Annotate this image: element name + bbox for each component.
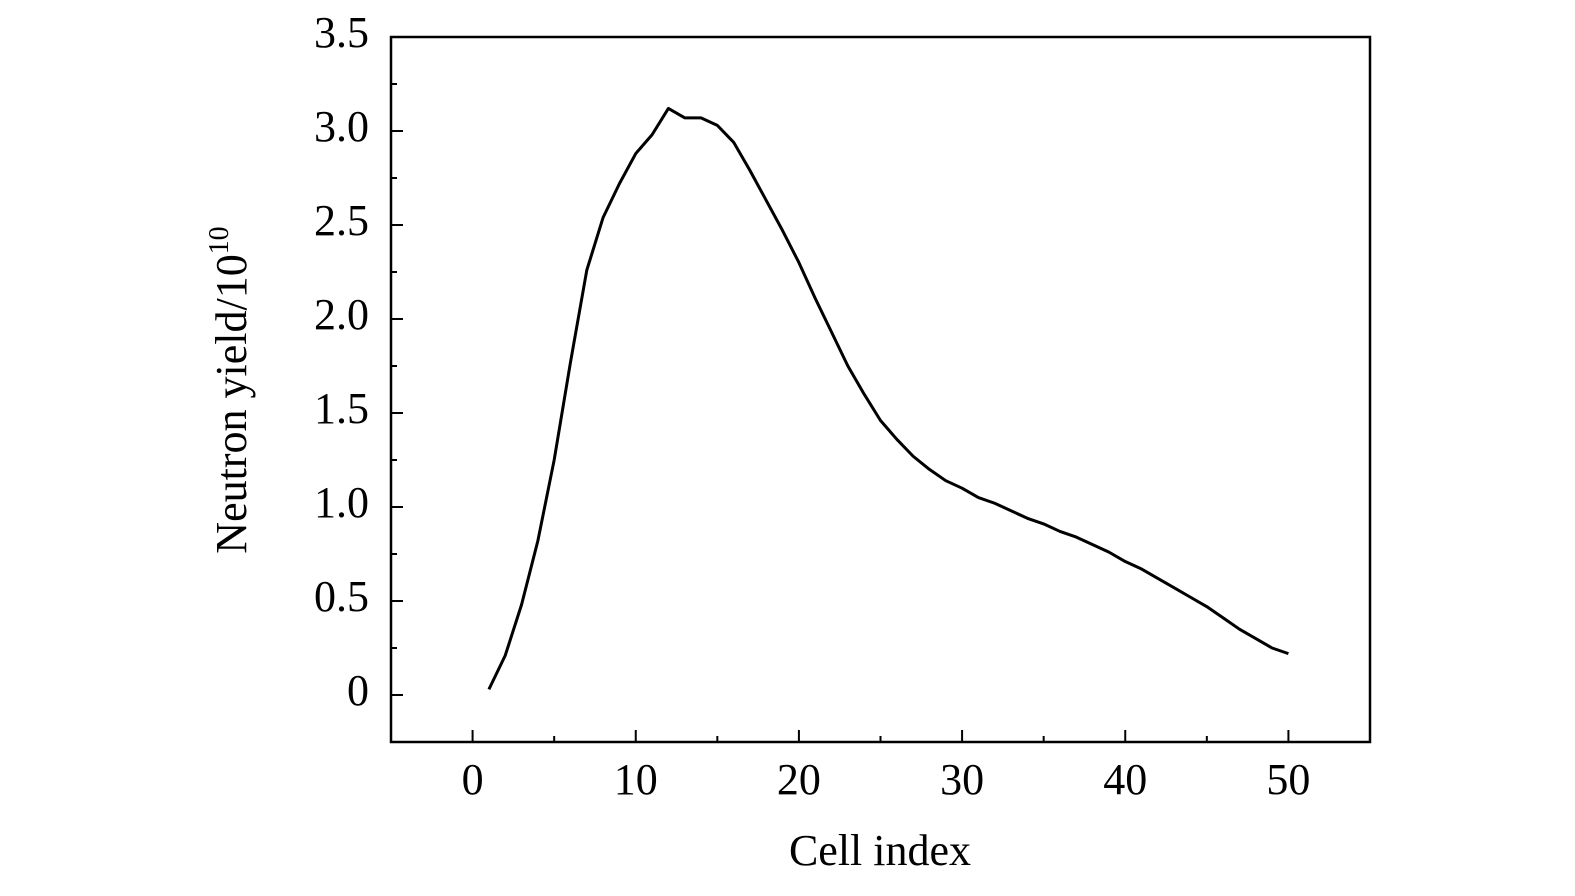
x-axis-label: Cell index (789, 826, 971, 875)
y-tick-label: 1.5 (314, 384, 369, 433)
y-tick-label: 2.5 (314, 196, 369, 245)
plot-frame (389, 35, 1372, 744)
y-tick-label: 1.0 (314, 478, 369, 527)
x-tick-label: 50 (1266, 755, 1310, 804)
y-axis-label-main: Neutron yield/10 (207, 254, 256, 553)
data-line (487, 106, 1289, 691)
y-tick-label: 0 (347, 666, 369, 715)
y-tick-label: 0.5 (314, 572, 369, 621)
y-tick-label: 3.0 (314, 102, 369, 151)
y-axis-label-sup: 10 (204, 226, 235, 254)
x-tick-label: 20 (777, 755, 821, 804)
y-tick-label: 2.0 (314, 290, 369, 339)
y-axis-label: Neutron yield/1010 (204, 226, 256, 553)
y-tick-label: 3.5 (314, 8, 369, 57)
x-tick-label: 0 (462, 755, 484, 804)
x-tick-label: 40 (1103, 755, 1147, 804)
x-tick-label: 10 (614, 755, 658, 804)
x-tick-label: 30 (940, 755, 984, 804)
